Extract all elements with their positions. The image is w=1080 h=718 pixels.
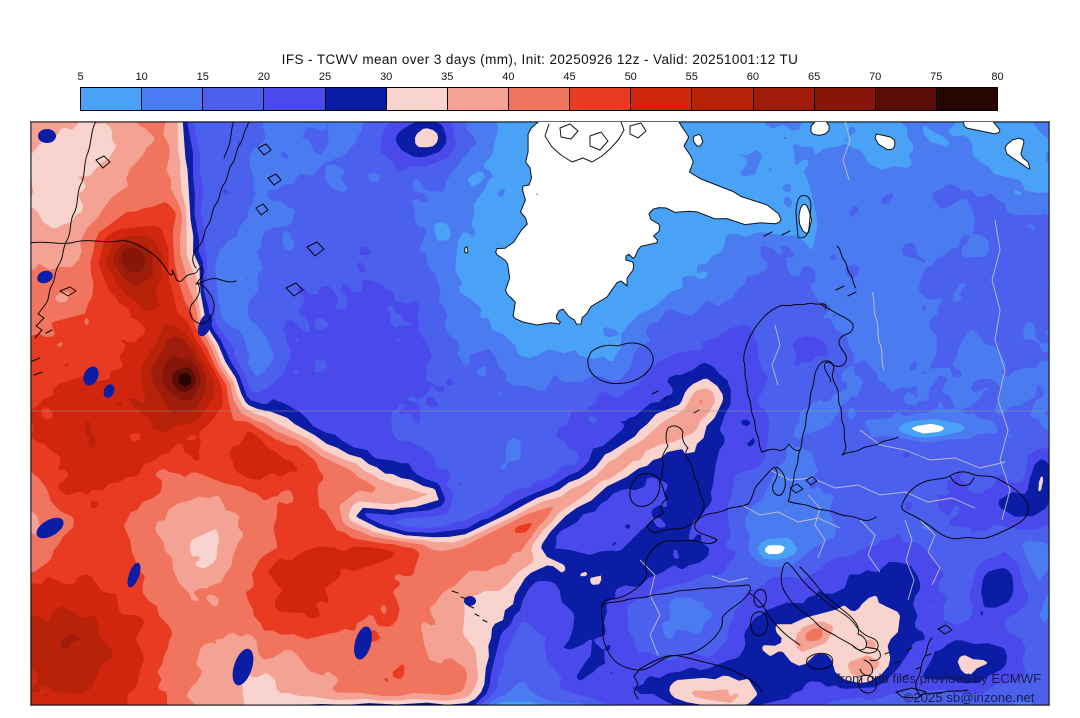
svg-text:©2025 sb@irizone.net: ©2025 sb@irizone.net [904, 690, 1035, 705]
svg-text:from grib files provided by EC: from grib files provided by ECMWF [837, 671, 1041, 686]
